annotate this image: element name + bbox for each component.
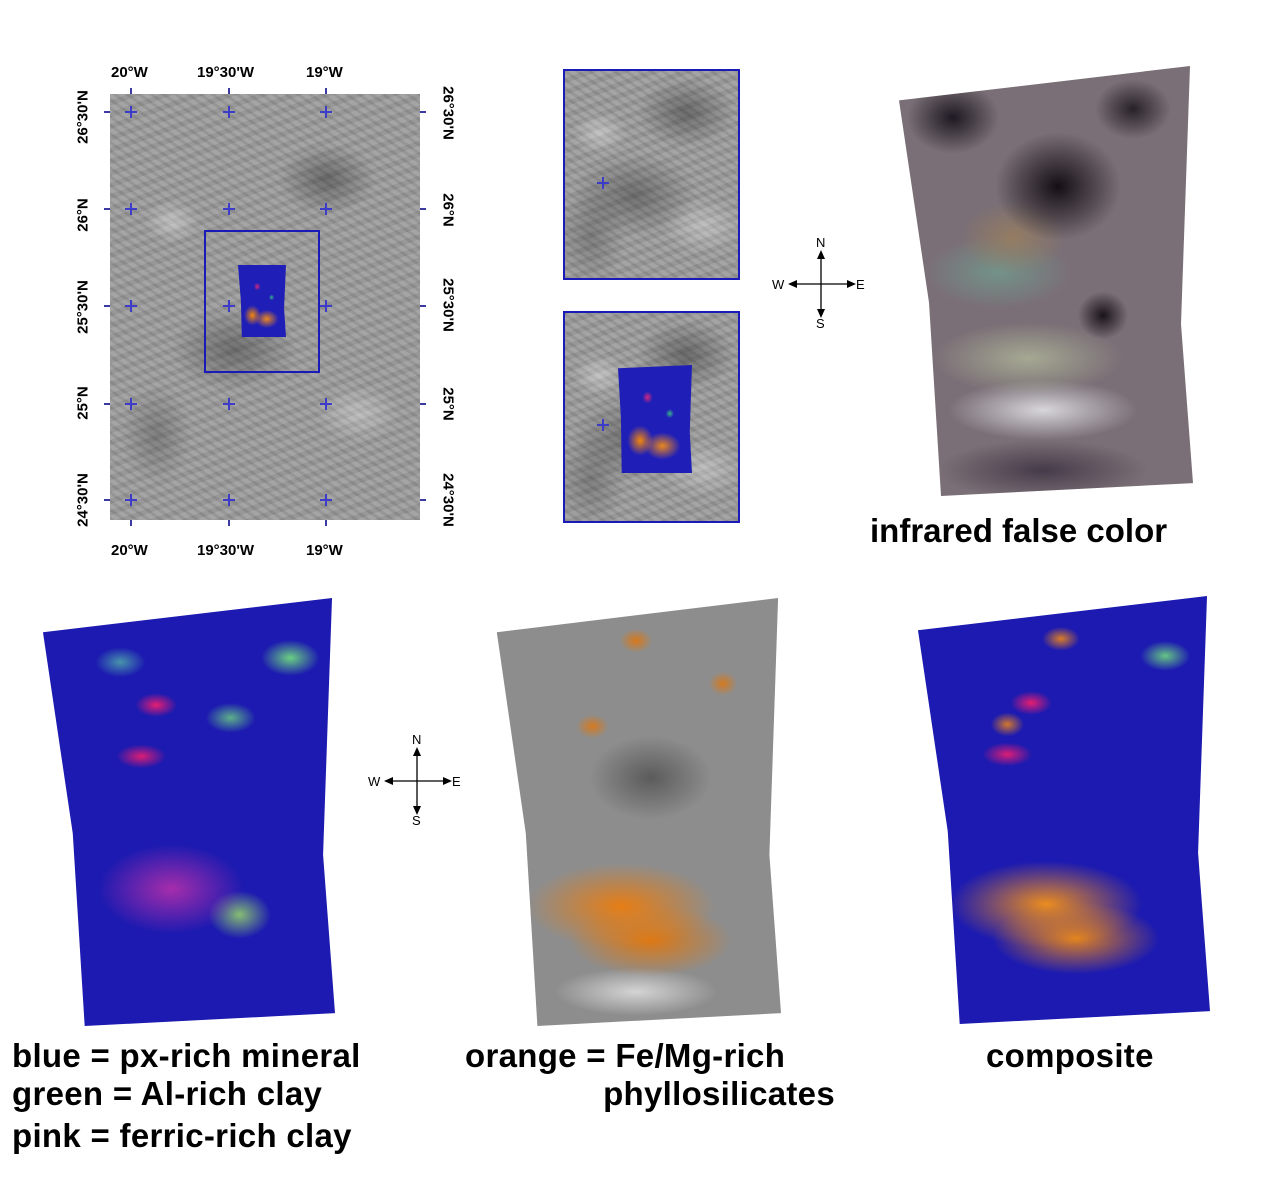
tick: [104, 208, 110, 210]
inset-extent-box: [204, 230, 320, 373]
tick: [104, 403, 110, 405]
phyllosilicate-legend: orange = Fe/Mg-rich phyllosilicates: [465, 1037, 835, 1113]
compass-arrows-icon: [384, 747, 452, 815]
compass-arrows-icon: [788, 250, 856, 318]
legend-green: green = Al-rich clay: [12, 1075, 323, 1112]
lat-label-right-26-30n: 26°30'N: [439, 86, 457, 140]
lat-label-left-24-30n: 24°30'N: [74, 473, 92, 527]
phyllosilicate-map-image: [496, 598, 781, 1026]
legend-orange-line2: phyllosilicates: [603, 1075, 835, 1112]
compass-east-label: E: [856, 277, 865, 292]
tick: [420, 403, 426, 405]
composite-map-image: [917, 596, 1210, 1024]
grid-cross-icon: [125, 398, 137, 410]
lat-label-right-26n: 26°N: [439, 193, 457, 227]
composite-caption: composite: [986, 1037, 1154, 1074]
mineral-map-image: [42, 598, 335, 1026]
compass-west-label: W: [772, 277, 785, 292]
grid-cross-icon: [223, 106, 235, 118]
grid-cross-icon: [320, 398, 332, 410]
zoom-panel-overlay: [563, 311, 740, 523]
compass-west-label: W: [368, 774, 381, 789]
compass-east-label: E: [452, 774, 461, 789]
tick: [420, 499, 426, 501]
tick: [228, 88, 230, 94]
legend-blue: blue = px-rich mineral: [12, 1037, 361, 1074]
tick: [130, 88, 132, 94]
compass-north-label: N: [412, 732, 422, 747]
compass-rose-top: N S W E: [770, 235, 865, 331]
lon-label-bottom-20w: 20°W: [111, 542, 148, 559]
grid-cross-icon: [223, 398, 235, 410]
legend-pink: pink = ferric-rich clay: [12, 1117, 352, 1154]
compass-south-label: S: [412, 813, 421, 828]
tick: [104, 305, 110, 307]
tick: [420, 111, 426, 113]
tick: [325, 520, 327, 526]
tick: [104, 499, 110, 501]
tick: [420, 208, 426, 210]
grid-cross-icon: [125, 106, 137, 118]
grid-cross-icon: [320, 106, 332, 118]
grid-cross-icon: [320, 203, 332, 215]
mineral-footprint-overlay: [238, 265, 286, 337]
infrared-caption: infrared false color: [870, 512, 1168, 549]
zoom-panel-terrain: [563, 69, 740, 280]
tick: [325, 88, 327, 94]
grid-cross-icon: [223, 300, 235, 312]
grid-cross-icon: [320, 494, 332, 506]
grid-cross-icon: [223, 494, 235, 506]
tick: [420, 305, 426, 307]
infrared-false-color-image: [899, 66, 1193, 496]
compass-north-label: N: [816, 235, 826, 250]
mineral-legend: blue = px-rich mineral green = Al-rich c…: [12, 1037, 361, 1155]
tick: [228, 520, 230, 526]
lat-label-right-25-30n: 25°30'N: [439, 278, 457, 332]
lat-label-left-25n: 25°N: [74, 386, 92, 420]
grid-cross-icon: [223, 203, 235, 215]
legend-orange-line1: orange = Fe/Mg-rich: [465, 1037, 786, 1074]
mineral-overlay: [618, 365, 692, 473]
grid-cross-icon: [125, 300, 137, 312]
grid-cross-icon: [125, 203, 137, 215]
lat-label-right-25n: 25°N: [439, 387, 457, 421]
lon-label-top-20w: 20°W: [111, 64, 148, 81]
tick: [104, 111, 110, 113]
lat-label-left-26-30n: 26°30'N: [74, 90, 92, 144]
lon-label-top-19-30w: 19°30'W: [197, 64, 255, 81]
lat-label-left-26n: 26°N: [74, 198, 92, 232]
lon-label-bottom-19-30w: 19°30'W: [197, 542, 255, 559]
grid-cross-icon: [320, 300, 332, 312]
grid-cross-icon: [597, 177, 609, 189]
lon-label-top-19w: 19°W: [306, 64, 343, 81]
compass-rose-bottom: N S W E: [366, 732, 461, 828]
lat-label-left-25-30n: 25°30'N: [74, 280, 92, 334]
tick: [130, 520, 132, 526]
lat-label-right-24-30n: 24°30'N: [439, 473, 457, 527]
grid-cross-icon: [125, 494, 137, 506]
lon-label-bottom-19w: 19°W: [306, 542, 343, 559]
grid-cross-icon: [597, 419, 609, 431]
compass-south-label: S: [816, 316, 825, 331]
